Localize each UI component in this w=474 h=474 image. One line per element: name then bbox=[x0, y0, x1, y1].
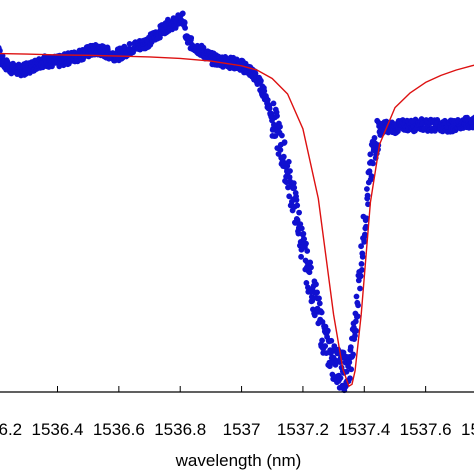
x-tick-label: 1536.2 bbox=[0, 420, 22, 439]
x-tick-label: 1537.6 bbox=[400, 420, 452, 439]
data-point bbox=[300, 230, 307, 237]
data-point bbox=[348, 366, 355, 373]
data-point bbox=[359, 253, 366, 260]
x-tick-label: 1536.8 bbox=[154, 420, 206, 439]
data-point bbox=[277, 123, 283, 130]
data-point bbox=[286, 193, 293, 200]
data-point bbox=[346, 359, 353, 366]
data-point bbox=[324, 327, 331, 334]
data-point bbox=[316, 300, 323, 307]
data-point bbox=[258, 77, 264, 84]
data-point bbox=[200, 44, 207, 51]
fit-series bbox=[0, 52, 474, 387]
x-axis-label: wavelength (nm) bbox=[175, 451, 302, 470]
data-point bbox=[471, 123, 474, 130]
data-point bbox=[280, 153, 287, 160]
data-point bbox=[358, 261, 365, 267]
data-point bbox=[367, 151, 374, 158]
x-tick-label: 1537 bbox=[223, 420, 261, 439]
data-point bbox=[281, 139, 288, 146]
data-point bbox=[179, 10, 186, 17]
data-point bbox=[188, 35, 195, 41]
data-point bbox=[306, 269, 313, 276]
data-point bbox=[182, 25, 189, 31]
data-point bbox=[371, 135, 378, 141]
data-point bbox=[370, 160, 376, 167]
data-point bbox=[181, 19, 188, 26]
data-point bbox=[290, 180, 297, 187]
data-point bbox=[0, 47, 3, 54]
data-point bbox=[274, 113, 280, 119]
data-point bbox=[304, 248, 311, 254]
data-point bbox=[361, 238, 368, 245]
x-tick-label: 1537.2 bbox=[277, 420, 329, 439]
data-point bbox=[352, 318, 359, 325]
data-point bbox=[359, 267, 365, 273]
data-point bbox=[303, 280, 310, 286]
x-tick-label: 1536.6 bbox=[93, 420, 145, 439]
data-point bbox=[364, 186, 370, 192]
data-point bbox=[328, 337, 335, 344]
data-point bbox=[347, 344, 354, 351]
data-point bbox=[285, 158, 292, 165]
data-point bbox=[366, 168, 373, 175]
data-point bbox=[126, 41, 133, 47]
data-point bbox=[363, 223, 369, 230]
data-point bbox=[266, 105, 273, 112]
data-point bbox=[318, 309, 325, 316]
data-point bbox=[355, 302, 361, 309]
data-point bbox=[354, 313, 361, 320]
data-point bbox=[270, 100, 277, 107]
data-point bbox=[363, 215, 370, 222]
data-point bbox=[358, 243, 364, 250]
data-point bbox=[362, 231, 368, 238]
data-point bbox=[331, 343, 338, 350]
data-point bbox=[298, 253, 304, 260]
x-axis-ticks: 1536.2 1536.4 1536.6 1536.8 1537 1537.2 1537.4… bbox=[0, 386, 474, 439]
data-point bbox=[322, 343, 329, 349]
data-point bbox=[319, 337, 325, 344]
data-point bbox=[368, 173, 375, 180]
data-point bbox=[343, 368, 350, 375]
x-tick-label: 1536.4 bbox=[31, 420, 83, 439]
data-point bbox=[313, 281, 319, 288]
data-point bbox=[287, 168, 293, 174]
data-point bbox=[294, 202, 301, 209]
data-point bbox=[350, 351, 356, 358]
data-point bbox=[316, 295, 322, 302]
data-point bbox=[364, 192, 371, 199]
data-point bbox=[279, 132, 285, 139]
data-point bbox=[291, 184, 298, 191]
data-point bbox=[296, 209, 302, 216]
x-tick-label: 1537.8 bbox=[461, 420, 474, 439]
data-point bbox=[314, 289, 320, 296]
data-point bbox=[337, 375, 344, 381]
data-point bbox=[357, 273, 364, 279]
data-point bbox=[264, 97, 271, 103]
data-point bbox=[301, 236, 307, 242]
data-point bbox=[277, 147, 284, 153]
data-point bbox=[293, 197, 300, 203]
data-point bbox=[261, 88, 268, 94]
data-point bbox=[286, 174, 293, 181]
fit-curve bbox=[0, 52, 474, 387]
data-point bbox=[353, 327, 360, 334]
data-point bbox=[307, 259, 314, 266]
data-point bbox=[303, 240, 309, 247]
data-point bbox=[352, 332, 358, 339]
data-point bbox=[353, 293, 360, 300]
data-point bbox=[308, 264, 314, 271]
x-tick-label: 1537.4 bbox=[338, 420, 390, 439]
data-point bbox=[357, 285, 363, 292]
data-point bbox=[347, 375, 353, 382]
scatter-series bbox=[0, 10, 474, 394]
data-point bbox=[298, 225, 305, 232]
